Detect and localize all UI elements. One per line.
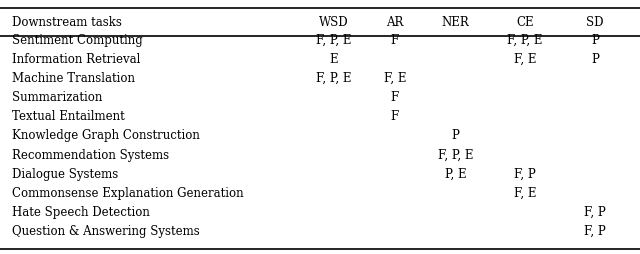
Text: F, P, E: F, P, E [438, 148, 474, 161]
Text: WSD: WSD [319, 17, 349, 29]
Text: Summarization: Summarization [12, 91, 102, 104]
Text: Machine Translation: Machine Translation [12, 72, 134, 85]
Text: F, E: F, E [383, 72, 406, 85]
Text: AR: AR [386, 17, 404, 29]
Text: E: E [330, 53, 339, 66]
Text: Question & Answering Systems: Question & Answering Systems [12, 224, 199, 237]
Text: Dialogue Systems: Dialogue Systems [12, 167, 118, 180]
Text: F, P: F, P [514, 167, 536, 180]
Text: F, P, E: F, P, E [316, 72, 352, 85]
Text: Textual Entailment: Textual Entailment [12, 110, 124, 123]
Text: F: F [391, 110, 399, 123]
Text: Downstream tasks: Downstream tasks [12, 17, 122, 29]
Text: F, P, E: F, P, E [316, 34, 352, 46]
Text: Sentiment Computing: Sentiment Computing [12, 34, 142, 46]
Text: SD: SD [586, 17, 604, 29]
Text: P, E: P, E [445, 167, 467, 180]
Text: Hate Speech Detection: Hate Speech Detection [12, 205, 149, 218]
Text: CE: CE [516, 17, 534, 29]
Text: NER: NER [442, 17, 470, 29]
Text: F, P: F, P [584, 224, 606, 237]
Text: F, E: F, E [513, 53, 536, 66]
Text: F, P: F, P [584, 205, 606, 218]
Text: Knowledge Graph Construction: Knowledge Graph Construction [12, 129, 200, 142]
Text: F: F [391, 34, 399, 46]
Text: P: P [591, 34, 599, 46]
Text: Information Retrieval: Information Retrieval [12, 53, 140, 66]
Text: F, E: F, E [513, 186, 536, 199]
Text: P: P [591, 53, 599, 66]
Text: Recommendation Systems: Recommendation Systems [12, 148, 169, 161]
Text: F: F [391, 91, 399, 104]
Text: P: P [452, 129, 460, 142]
Text: F, P, E: F, P, E [507, 34, 543, 46]
Text: Commonsense Explanation Generation: Commonsense Explanation Generation [12, 186, 243, 199]
